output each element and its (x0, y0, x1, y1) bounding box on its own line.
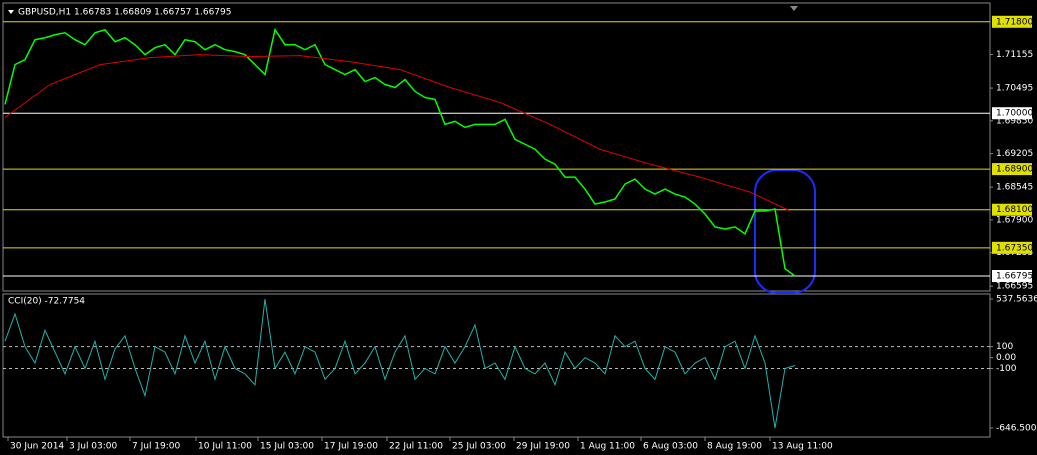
x-tick-label: 10 Jul 11:00 (198, 442, 252, 452)
price-line (4, 27, 796, 277)
indicator-title: CCI(20) -72.7754 (8, 297, 85, 307)
y-tick-label: 1.71155 (996, 50, 1033, 60)
level-label-box (992, 15, 1032, 28)
y-tick-label: 1.70495 (996, 84, 1033, 94)
level-label: 1.70000 (996, 109, 1033, 119)
highlight-ellipse (754, 169, 816, 294)
price-panel (2, 2, 991, 292)
x-tick-label: 25 Jul 03:00 (452, 442, 506, 452)
y-tick-label: 1.69850 (996, 116, 1033, 126)
x-tick-label: 29 Jul 19:00 (516, 442, 570, 452)
shift-marker (790, 6, 798, 11)
y-tick-label: 1.67900 (996, 215, 1033, 225)
chart-title: GBPUSD,H1 1.66783 1.66809 1.66757 1.6679… (18, 8, 231, 18)
cci-panel (2, 293, 991, 438)
y-tick-label: -100 (996, 364, 1017, 374)
x-tick-label: 22 Jul 11:00 (389, 442, 443, 452)
level-label: 1.71800 (996, 17, 1033, 27)
y-tick-label: 100 (996, 342, 1013, 352)
y-tick-label: -646.5007 (996, 424, 1037, 434)
menu-arrow[interactable] (8, 10, 14, 14)
y-tick-label: 0.00 (996, 353, 1016, 363)
level-label: 1.68100 (996, 205, 1033, 215)
level-label-box (992, 241, 1032, 254)
x-tick-label: 8 Aug 19:00 (707, 442, 762, 452)
y-tick-label: 1.69205 (996, 149, 1033, 159)
level-label: 1.66795 (996, 272, 1033, 282)
y-tick-label: 537.5636 (996, 295, 1037, 305)
price-line (4, 298, 796, 429)
x-tick-label: 30 Jun 2014 (10, 442, 64, 452)
x-tick-label: 15 Jul 03:00 (260, 442, 314, 452)
level-label: 1.67350 (996, 243, 1033, 253)
level-label: 1.68900 (996, 165, 1033, 175)
level-label-box (992, 270, 1032, 283)
level-label-box (992, 107, 1032, 120)
x-tick-label: 3 Jul 03:00 (69, 442, 118, 452)
price-line (4, 54, 791, 212)
x-tick-label: 7 Jul 19:00 (132, 442, 181, 452)
y-tick-label: 1.68545 (996, 183, 1033, 193)
x-tick-label: 1 Aug 11:00 (580, 442, 635, 452)
level-label-box (992, 163, 1032, 176)
x-tick-label: 17 Jul 19:00 (324, 442, 378, 452)
x-tick-label: 13 Aug 11:00 (772, 442, 833, 452)
level-label-box (992, 203, 1032, 216)
x-tick-label: 6 Aug 03:00 (643, 442, 698, 452)
y-tick-label: 1.66595 (996, 282, 1033, 292)
